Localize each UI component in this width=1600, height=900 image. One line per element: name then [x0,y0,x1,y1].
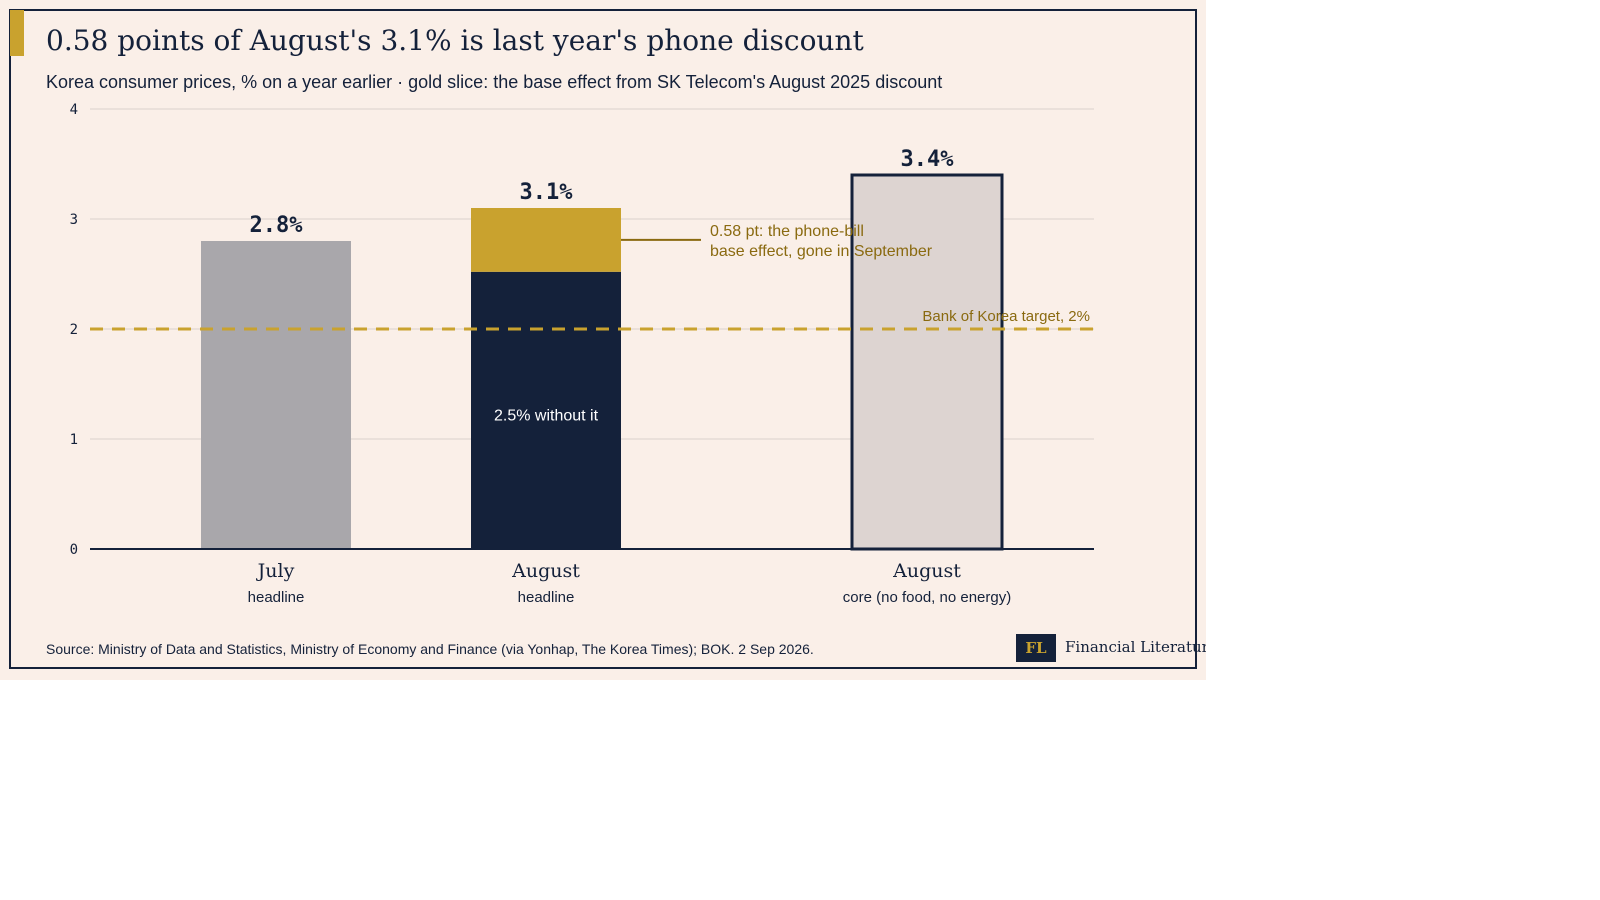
bar-segment [471,271,621,549]
y-axis-ticks: 0 1 2 3 4 [70,102,78,558]
x-sublabel: core (no food, no energy) [843,589,1011,606]
x-sublabel: headline [248,589,305,606]
brand-name: Financial Literature A [1065,638,1206,656]
y-tick-label: 0 [70,542,78,558]
bars: 2.8% 3.1% 2.5% without it 3.4% [201,147,1004,551]
bar-group: 3.4% [850,147,1004,551]
target-line-group: Bank of Korea target, 2% [90,308,1094,550]
card-frame [9,9,1197,669]
bar-inner-label: 2.5% without it [494,407,599,424]
x-sublabel: headline [518,589,575,606]
bar-group: 3.1% 2.5% without it [471,180,621,549]
x-category-label: July [256,560,295,582]
target-line-label: Bank of Korea target, 2% [922,308,1090,325]
annotation-group: 0.58 pt: the phone-bill base effect, gone… [621,223,933,260]
bar-value-label: 3.4% [901,147,955,172]
x-category-label: August [511,560,580,582]
source-note: Source: Ministry of Data and Statistics,… [46,641,814,657]
annotation-text: base effect, gone in September [710,243,933,260]
bar-segment [852,175,1002,549]
brand-logo: FL [1016,634,1056,662]
x-axis-labels: July headline August headline August core (no… [248,560,1012,606]
y-tick-label: 4 [70,102,78,118]
chart-subtitle: Korea consumer prices, % on a year earli… [46,72,943,92]
chart-title: 0.58 points of August's 3.1% is last yea… [46,24,864,57]
bar-chart: 0 1 2 3 4 2.8% 3.1% 2.5% without it 3.4% Bank o… [70,102,1094,606]
y-tick-label: 2 [70,322,78,338]
title-accent-bar [10,10,24,56]
bar-segment [201,241,351,549]
bar-value-label: 3.1% [520,180,574,205]
y-tick-label: 1 [70,432,78,448]
chart-card: 0.58 points of August's 3.1% is last yea… [0,0,1206,680]
bar-group: 2.8% [201,213,351,549]
base-effect-segment [471,208,621,272]
annotation-text: 0.58 pt: the phone-bill [710,223,864,240]
x-category-label: August [892,560,961,582]
y-tick-label: 3 [70,212,78,228]
bar-value-label: 2.8% [250,213,304,238]
